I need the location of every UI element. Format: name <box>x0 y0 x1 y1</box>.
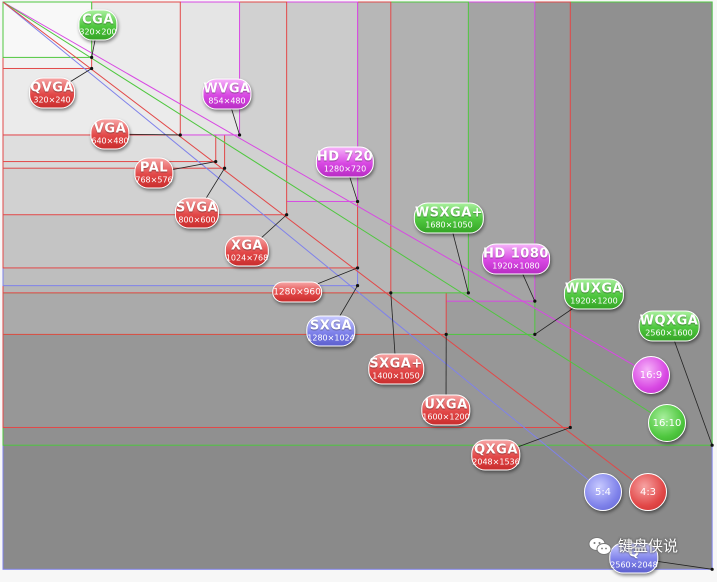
corner-dot-wqxga <box>710 443 714 447</box>
label-uxga: UXGA 1600×1200 <box>421 394 471 426</box>
ratio-16-10: 16:10 <box>648 404 686 442</box>
corner-dot-cga <box>90 55 94 60</box>
corner-dot-qsxga <box>710 567 714 571</box>
wechat-icon <box>588 536 612 555</box>
ratio-5-4: 5:4 <box>584 473 622 511</box>
corner-dot-wvga <box>237 133 242 137</box>
corner-dot-qvga <box>90 66 94 71</box>
corner-dot-qxga <box>568 425 572 430</box>
corner-dot-sxga <box>355 284 360 288</box>
corner-dot-wsxga <box>466 291 470 295</box>
ratio-16-9: 16:9 <box>632 356 670 394</box>
label-vga: VGA 640×480 <box>90 118 130 150</box>
label-wuxga: WUXGA 1920×1200 <box>563 278 625 310</box>
label-svga: SVGA 800×600 <box>174 197 220 229</box>
label-pal: PAL 768×576 <box>134 157 174 189</box>
corner-dot-sxgaplus <box>389 291 393 295</box>
label-wvga: WVGA 854×480 <box>202 78 252 110</box>
label-xga: XGA 1024×768 <box>224 235 270 267</box>
corner-dot-vga <box>178 133 182 137</box>
leader-wqxga <box>668 325 713 446</box>
ratio-line-16-10 <box>2 1 668 424</box>
label-qvga: QVGA 320×240 <box>29 77 75 109</box>
corner-dot-uxga <box>444 332 448 336</box>
corner-dot-xga <box>285 213 289 217</box>
label-qxga: QXGA 2048×1536 <box>471 439 521 471</box>
label-qsxga: Q 2560×2048 <box>609 542 659 574</box>
label-1280x960: 1280×960 <box>272 281 322 303</box>
corner-dot-svga <box>223 166 227 170</box>
label-hd1080: HD 1080 1920×1080 <box>482 243 550 275</box>
watermark: 键盘侠说 <box>588 535 678 556</box>
label-cga: CGA 320×200 <box>78 9 118 41</box>
ratio-4-3: 4:3 <box>629 473 667 511</box>
label-wsxga-plus: WSXGA+ 1680×1050 <box>413 202 485 234</box>
corner-dot-wuxga <box>533 332 537 336</box>
label-sxga: SXGA 1280×1024 <box>306 315 356 347</box>
corner-dot-pal <box>214 159 218 164</box>
ratio-line-16-9 <box>2 1 652 376</box>
label-hd720: HD 720 1280×720 <box>315 146 375 178</box>
ratio-line-4-3 <box>2 1 649 493</box>
label-wqxga: WQXGA 2560×1600 <box>638 310 700 342</box>
ratio-line-5-4 <box>2 1 604 493</box>
corner-dot-r1280x960 <box>355 266 360 270</box>
corner-dot-hd720 <box>355 199 360 204</box>
corner-dot-hd1080 <box>533 299 537 303</box>
label-sxga-plus: SXGA+ 1400×1050 <box>368 353 424 385</box>
watermark-text: 键盘侠说 <box>618 537 679 555</box>
